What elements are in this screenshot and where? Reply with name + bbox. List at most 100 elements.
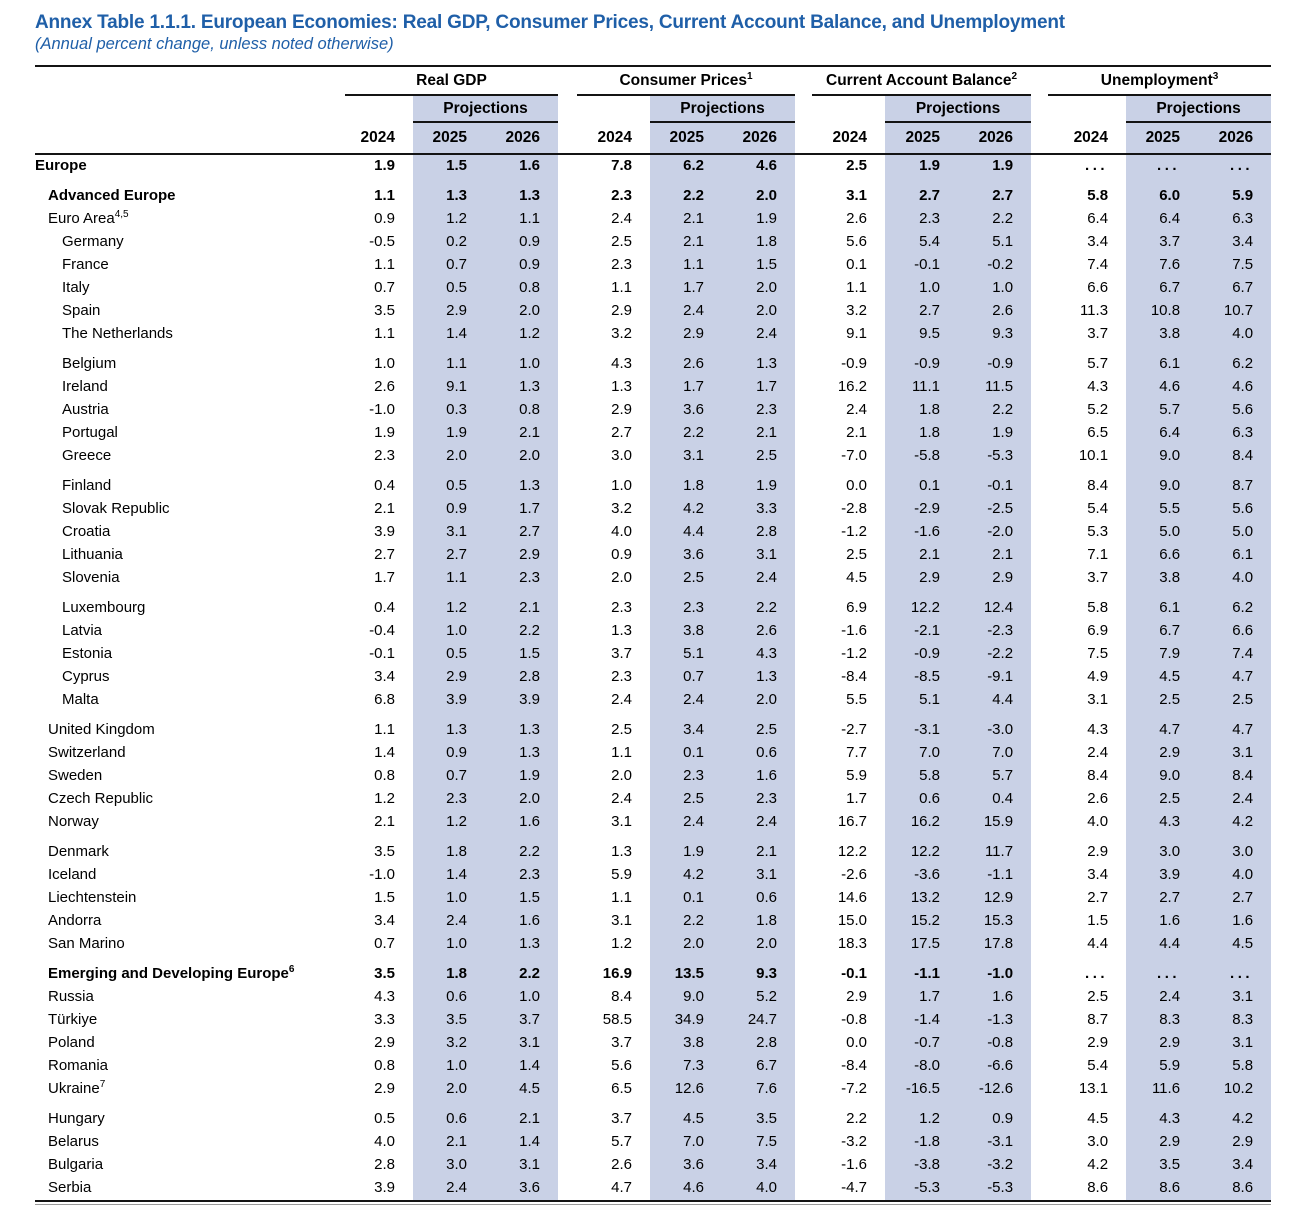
column-gap <box>795 231 812 254</box>
row-label: Bulgaria <box>48 1156 104 1174</box>
value-cell: 2.4 <box>722 567 796 590</box>
value-cell: 1.8 <box>722 231 796 254</box>
column-gap <box>558 841 577 864</box>
value-cell: 3.9 <box>374 1179 395 1197</box>
value-cell: 3.4 <box>722 1154 796 1177</box>
year-header: 2024 <box>1048 122 1127 155</box>
column-gap <box>1031 231 1048 254</box>
value-cell: 2.5 <box>611 233 632 251</box>
spacer-cell <box>958 712 1032 719</box>
value-cell: 4.5 <box>485 1078 558 1101</box>
value-cell: 2.9 <box>1126 1032 1199 1055</box>
value-cell: 1.0 <box>413 887 485 910</box>
spacer-cell <box>812 834 885 841</box>
column-gap <box>795 910 812 933</box>
value-cell: 0.4 <box>374 599 395 617</box>
value-cell: 2.0 <box>722 933 796 956</box>
column-gap <box>795 712 812 719</box>
spacer-cell <box>485 834 558 841</box>
spacer-cell <box>35 956 345 963</box>
value-cell: 3.5 <box>374 302 395 320</box>
column-gap <box>795 346 812 353</box>
spacer-cell <box>577 178 650 185</box>
value-cell: 2.8 <box>722 521 796 544</box>
column-gap <box>795 788 812 811</box>
value-cell: 2.2 <box>485 841 558 864</box>
spacer-cell <box>812 956 885 963</box>
value-cell: 2.4 <box>722 811 796 834</box>
value-cell: 12.6 <box>650 1078 722 1101</box>
value-cell: 5.2 <box>1087 401 1109 419</box>
row-label: France <box>62 256 109 274</box>
spacer-cell <box>812 178 885 185</box>
column-gap <box>1031 956 1048 963</box>
value-cell: 5.4 <box>885 231 959 254</box>
value-cell: -3.2 <box>841 1133 868 1151</box>
row-label: Estonia <box>62 645 113 663</box>
value-cell: 1.2 <box>611 935 632 953</box>
column-gap <box>795 277 812 300</box>
value-cell: 4.3 <box>1126 1108 1199 1131</box>
value-cell: 4.3 <box>1087 378 1109 396</box>
value-cell: 2.2 <box>650 422 722 445</box>
column-gap <box>1031 841 1048 864</box>
row-group-spacer <box>35 1101 1272 1108</box>
table-row: Russia 4.3 0.6 1.0 8.4 9.0 5.2 2.9 1.7 1.6 2.5 2.4 3… <box>35 986 1272 1009</box>
column-gap <box>795 154 812 178</box>
value-cell: 3.5 <box>1126 1154 1199 1177</box>
value-cell: 2.2 <box>650 910 722 933</box>
column-gap <box>558 475 577 498</box>
value-cell: 3.8 <box>1126 567 1199 590</box>
row-group-spacer <box>35 834 1272 841</box>
spacer-cell <box>577 712 650 719</box>
value-cell: 3.1 <box>611 813 632 831</box>
value-cell: 5.8 <box>885 765 959 788</box>
table-subtitle: (Annual percent change, unless noted oth… <box>35 35 394 53</box>
value-cell: 3.7 <box>1126 231 1199 254</box>
column-gap <box>795 689 812 712</box>
column-gap <box>1031 445 1048 468</box>
spacer-cell <box>812 468 885 475</box>
row-label: Croatia <box>62 523 111 541</box>
row-label: Sweden <box>48 767 103 785</box>
column-gap <box>558 712 577 719</box>
table-row: Iceland -1.0 1.4 2.3 5.9 4.2 3.1 -2.6 -3.6 -1.1 3.… <box>35 864 1272 887</box>
value-cell: 7.8 <box>611 157 632 175</box>
spacer-cell <box>812 346 885 353</box>
value-cell: 2.0 <box>722 300 796 323</box>
value-cell: -0.4 <box>369 622 395 640</box>
value-cell: -2.0 <box>958 521 1032 544</box>
column-gap <box>795 742 812 765</box>
value-cell: 2.1 <box>374 500 395 518</box>
year-header: 2026 <box>722 122 796 155</box>
value-cell: -0.7 <box>885 1032 959 1055</box>
spacer-cell <box>722 468 796 475</box>
value-cell: 2.2 <box>485 963 558 986</box>
value-cell: 4.2 <box>1087 1156 1109 1174</box>
value-cell: 16.2 <box>837 378 868 396</box>
value-cell: -2.6 <box>841 866 868 884</box>
spacer-cell <box>650 1101 722 1108</box>
value-cell: 1.7 <box>374 569 395 587</box>
value-cell: 1.5 <box>722 254 796 277</box>
row-label: Greece <box>62 447 112 465</box>
value-cell: 15.2 <box>885 910 959 933</box>
value-cell: 2.4 <box>611 790 632 808</box>
value-cell: 4.5 <box>846 569 868 587</box>
column-gap <box>795 323 812 346</box>
value-cell: 1.3 <box>485 933 558 956</box>
value-cell: 2.9 <box>1087 843 1109 861</box>
value-cell: -2.2 <box>958 643 1032 666</box>
value-cell: -9.1 <box>958 666 1032 689</box>
value-cell: 2.1 <box>846 424 868 442</box>
value-cell: 2.7 <box>1087 889 1109 907</box>
value-cell: 4.7 <box>611 1179 632 1197</box>
column-gap <box>795 445 812 468</box>
value-cell: 2.6 <box>846 210 868 228</box>
spacer-cell <box>722 178 796 185</box>
value-cell: 2.8 <box>374 1156 395 1174</box>
value-cell: 2.5 <box>1087 988 1109 1006</box>
column-gap <box>558 933 577 956</box>
value-cell: 3.7 <box>611 1110 632 1128</box>
value-cell: 4.2 <box>1198 1108 1272 1131</box>
